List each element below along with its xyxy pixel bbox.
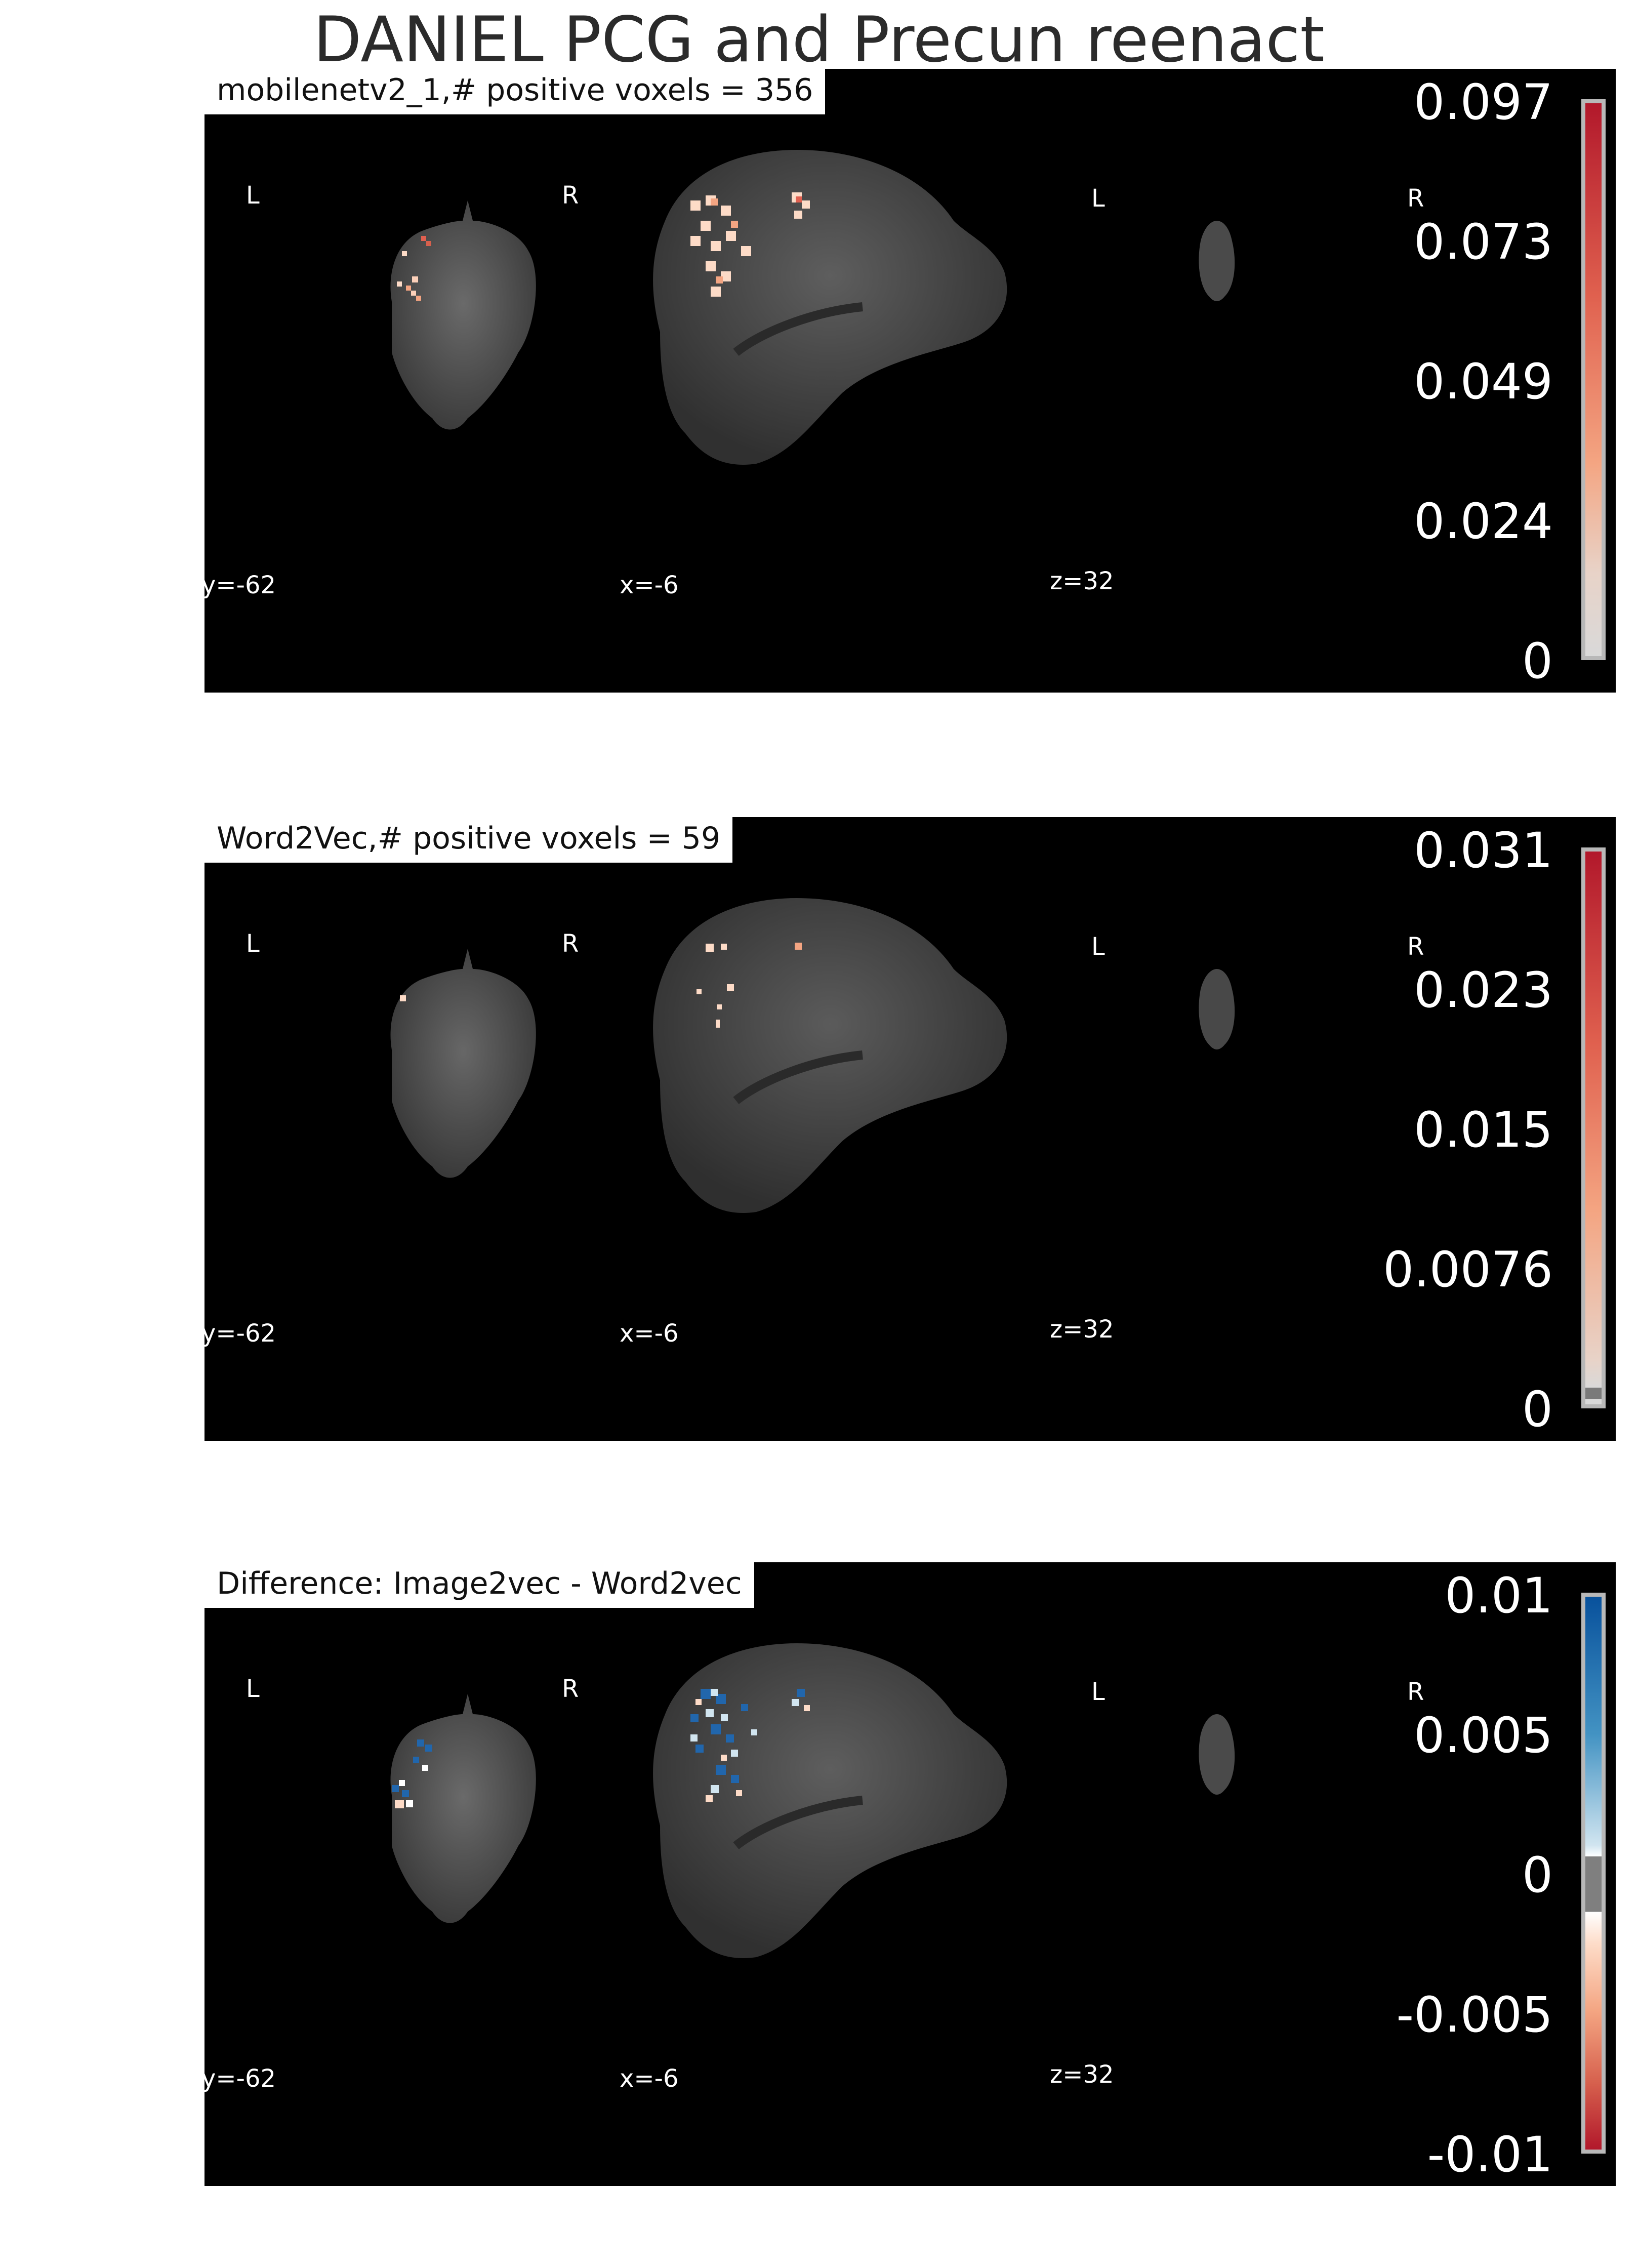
- coord-y-label: y=-62: [204, 571, 276, 599]
- brain-panel-difference: Difference: Image2vec - Word2vec L R L R…: [204, 1562, 1616, 2186]
- orientation-right-label: R: [1407, 933, 1424, 961]
- colorbar-tick: 0.0076: [1383, 1241, 1553, 1298]
- orientation-left-label: L: [246, 181, 260, 210]
- colorbar-tick: 0.005: [1414, 1707, 1553, 1764]
- colorbar-tick: 0.015: [1414, 1102, 1553, 1158]
- colorbar-tick: 0.024: [1414, 493, 1553, 550]
- colorbar-tick: 0: [1522, 1381, 1553, 1438]
- brain-slices-image: [390, 150, 1235, 465]
- orientation-right-label: R: [562, 181, 579, 210]
- colorbar: [1581, 847, 1606, 1408]
- panel-title: mobilenetv2_1,# positive voxels = 356: [204, 69, 826, 114]
- colorbar-tick: 0.097: [1414, 74, 1553, 131]
- figure-title: DANIEL PCG and Precun reenact: [313, 4, 1325, 76]
- coord-x-label: x=-6: [620, 571, 679, 599]
- colorbar-tick: -0.005: [1396, 1987, 1553, 2043]
- coord-y-label: y=-62: [204, 1319, 276, 1348]
- orientation-left-label: L: [246, 1675, 260, 1703]
- colorbar-tick: 0.031: [1414, 822, 1553, 879]
- coronal-slice: [390, 949, 536, 1178]
- coord-z-label: z=32: [1050, 1315, 1114, 1344]
- coord-z-label: z=32: [1050, 2060, 1114, 2089]
- sagittal-slice: [653, 898, 1007, 1213]
- colorbar: [1581, 99, 1606, 660]
- brain-panel-word2vec: Word2Vec,# positive voxels = 59 L R L R …: [204, 817, 1616, 1441]
- brain-slices-image: [390, 1643, 1235, 1958]
- colorbar-tick: 0: [1522, 633, 1553, 690]
- coronal-slice: [390, 1694, 536, 1923]
- orientation-right-label: R: [562, 1675, 579, 1703]
- sagittal-slice: [653, 1643, 1007, 1958]
- colorbar-tick: 0: [1522, 1847, 1553, 1904]
- colorbar: [1581, 1593, 1606, 2154]
- coord-z-label: z=32: [1050, 567, 1114, 595]
- orientation-right-label: R: [1407, 184, 1424, 213]
- orientation-right-label: R: [562, 929, 579, 958]
- brain-slices-image: [390, 898, 1235, 1213]
- orientation-left-label: L: [1091, 933, 1105, 961]
- panel-title: Word2Vec,# positive voxels = 59: [204, 817, 733, 863]
- coronal-slice: [390, 200, 536, 430]
- orientation-right-label: R: [1407, 1678, 1424, 1706]
- colorbar-tick: -0.01: [1427, 2126, 1553, 2183]
- orientation-left-label: L: [1091, 1678, 1105, 1706]
- axial-slice: [1199, 1714, 1235, 1795]
- panel-title: Difference: Image2vec - Word2vec: [204, 1562, 754, 1608]
- orientation-left-label: L: [246, 929, 260, 958]
- axial-slice: [1199, 969, 1235, 1049]
- axial-slice: [1199, 221, 1235, 301]
- colorbar-tick: 0.073: [1414, 214, 1553, 270]
- brain-panel-mobilenet: mobilenetv2_1,# positive voxels = 356 L …: [204, 69, 1616, 693]
- sagittal-slice: [653, 150, 1007, 465]
- colorbar-tick: 0.01: [1445, 1567, 1553, 1624]
- colorbar-tick: 0.049: [1414, 353, 1553, 410]
- coord-y-label: y=-62: [204, 2064, 276, 2093]
- coord-x-label: x=-6: [620, 2064, 679, 2093]
- coord-x-label: x=-6: [620, 1319, 679, 1348]
- orientation-left-label: L: [1091, 184, 1105, 213]
- colorbar-tick: 0.023: [1414, 962, 1553, 1019]
